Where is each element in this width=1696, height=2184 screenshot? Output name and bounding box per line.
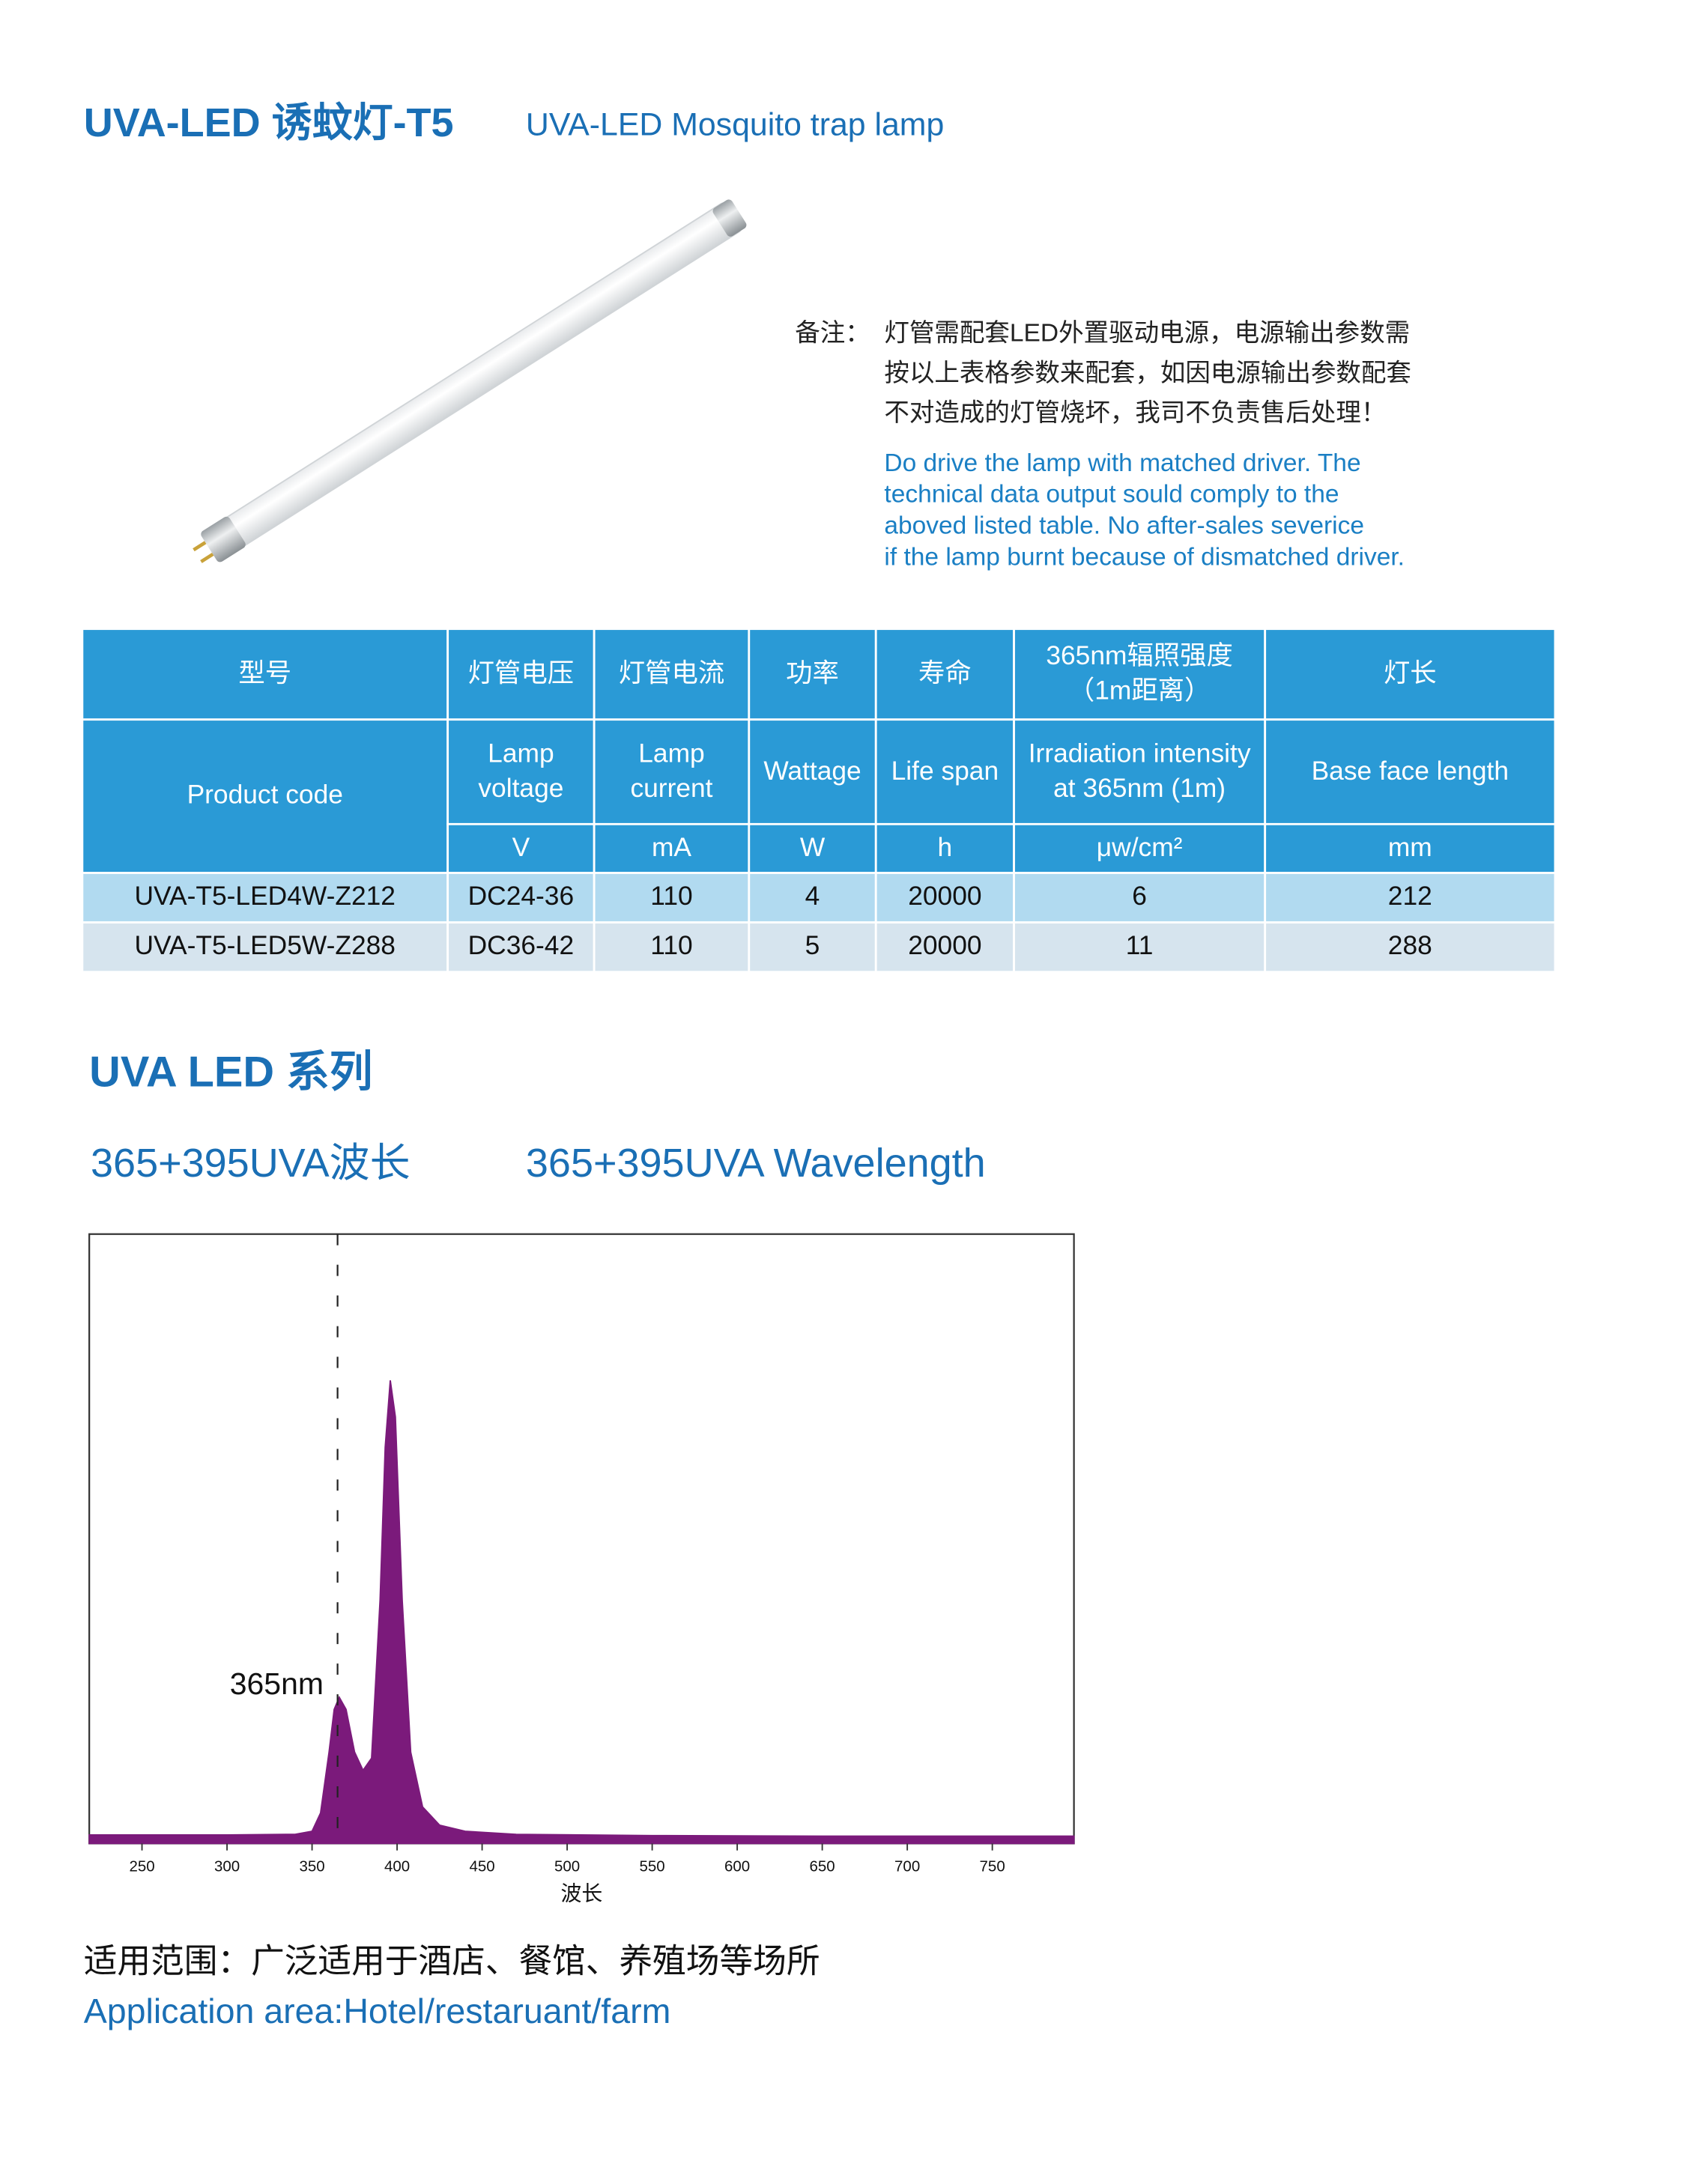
- spec-table: 型号 Product code 灯管电压 Lamp voltage V 灯管电流 Lamp cu…: [81, 628, 1557, 974]
- table-value: 288: [1388, 931, 1432, 960]
- note-line-en: if the lamp burnt because of dismatched …: [884, 544, 1405, 571]
- header-unit: μw/cm²: [1097, 833, 1183, 862]
- application-en: Application area:Hotel/restaruant/farm: [84, 1992, 671, 2030]
- table-cell: [446, 822, 596, 874]
- x-tick-label: 250: [129, 1857, 154, 1875]
- table-value: UVA-T5-LED5W-Z288: [135, 931, 396, 960]
- note-line-en: Do drive the lamp with matched driver. T…: [884, 449, 1360, 477]
- table-value: UVA-T5-LED4W-Z212: [135, 882, 396, 911]
- table-value: DC36-42: [468, 931, 575, 960]
- table-cell: [81, 872, 449, 923]
- x-tick-label: 600: [724, 1857, 750, 1875]
- x-axis-label: 波长: [560, 1882, 602, 1905]
- header-cn: 灯长: [1384, 658, 1437, 688]
- table-value: 110: [650, 882, 692, 911]
- subtitle: UVA-LED Mosquito trap lamp: [526, 107, 944, 143]
- table-value: 11: [1126, 931, 1154, 960]
- header-cn: 灯管电压: [468, 658, 574, 688]
- header-cn: 功率: [786, 658, 839, 688]
- table-cell: [1013, 822, 1267, 874]
- header-en: Wattage: [763, 756, 861, 786]
- table-cell: [874, 822, 1015, 874]
- table-cell: [593, 822, 751, 874]
- note-line-en: technical data output sould comply to th…: [884, 481, 1339, 509]
- table-cell: [81, 921, 449, 974]
- section-subtitle-cn: 365+395UVA波长: [91, 1141, 411, 1186]
- header-cn: 寿命: [918, 658, 972, 688]
- annotation: 365nm: [230, 1666, 324, 1701]
- note: 灯管需配套LED外置驱动电源，电源输出参数需按以上表格参数来配套，如因电源输出参…: [884, 320, 1411, 571]
- note-line-cn: 不对造成的灯管烧坏，我司不负责售后处理！: [884, 399, 1386, 427]
- table-cell: [1264, 822, 1557, 874]
- table-cell: [446, 718, 596, 825]
- x-tick-label: 400: [384, 1857, 410, 1875]
- table-value: 20000: [908, 931, 981, 960]
- header-en: Product code: [187, 780, 343, 809]
- table-cell: [1264, 718, 1557, 825]
- application-cn: 适用范围：广泛适用于酒店、餐馆、养殖场等场所: [84, 1943, 820, 1980]
- x-tick-label: 650: [810, 1857, 835, 1875]
- table-cell: [748, 628, 877, 721]
- header-en: Lamp: [488, 739, 554, 768]
- note-label: 备注：: [795, 320, 870, 348]
- x-tick-label: 550: [640, 1857, 665, 1875]
- header-cn: 365nm辐照强度: [1046, 641, 1233, 670]
- table-cell: [1013, 628, 1267, 721]
- plot-frame: [88, 1233, 1075, 1845]
- header-unit: h: [938, 833, 953, 862]
- header-unit: V: [512, 833, 530, 862]
- table-cell: [1013, 921, 1267, 974]
- note-line-cn: 灯管需配套LED外置驱动电源，电源输出参数需: [884, 320, 1410, 348]
- x-tick-label: 450: [470, 1857, 495, 1875]
- x-tick-label: 350: [299, 1857, 324, 1875]
- header-en: Lamp: [638, 739, 704, 768]
- note-line-cn: 按以上表格参数来配套，如因电源输出参数配套: [884, 360, 1411, 387]
- table-cell: [1013, 718, 1267, 825]
- title: UVA-LED 诱蚊灯-T5: [84, 100, 454, 145]
- header-en: voltage: [478, 774, 563, 803]
- spectrum-chart: 365nm 250 300 350 400 450 500 550 600 650 700 750 波长: [88, 1233, 1075, 1905]
- header-en: Base face length: [1312, 756, 1509, 786]
- header-en: at 365nm (1m): [1053, 774, 1226, 803]
- header-en: Irradiation intensity: [1029, 739, 1251, 768]
- table-value: 110: [650, 931, 692, 960]
- section-subtitle-en: 365+395UVA Wavelength: [526, 1141, 986, 1186]
- table-value: 212: [1388, 882, 1432, 911]
- header-cn: 灯管电流: [619, 658, 724, 688]
- table-cell: [874, 921, 1015, 974]
- table-cell: [593, 628, 751, 721]
- table-value: 6: [1132, 882, 1147, 911]
- table-value: 5: [805, 931, 820, 960]
- table-cell: [446, 921, 596, 974]
- spectrum-area: [88, 1380, 1075, 1845]
- header-unit: mm: [1388, 833, 1432, 862]
- x-tick-label: 700: [894, 1857, 920, 1875]
- table-cell: [593, 872, 751, 923]
- header-cn: （1m距离）: [1068, 676, 1211, 706]
- header-cn: 型号: [238, 658, 291, 688]
- note-line-en: aboved listed table. No after-sales seve…: [884, 512, 1364, 540]
- table-cell: [593, 718, 751, 825]
- x-tick-label: 750: [980, 1857, 1005, 1875]
- table-cell: [446, 628, 596, 721]
- table-value: 20000: [908, 882, 981, 911]
- table-value: DC24-36: [468, 882, 575, 911]
- table-value: 4: [805, 882, 820, 911]
- table-cell: [1264, 628, 1557, 721]
- table-cell: [81, 628, 449, 721]
- section-title: UVA LED 系列: [89, 1049, 372, 1096]
- table-cell: [593, 921, 751, 974]
- x-tick-label: 300: [214, 1857, 240, 1875]
- header-en: current: [630, 774, 712, 803]
- header-unit: W: [800, 833, 826, 862]
- lamp-image: [193, 199, 747, 563]
- header-en: Life span: [891, 756, 999, 786]
- header-unit: mA: [652, 833, 691, 862]
- table-cell: [1264, 872, 1557, 923]
- table-cell: [1264, 921, 1557, 974]
- x-tick-label: 500: [554, 1857, 580, 1875]
